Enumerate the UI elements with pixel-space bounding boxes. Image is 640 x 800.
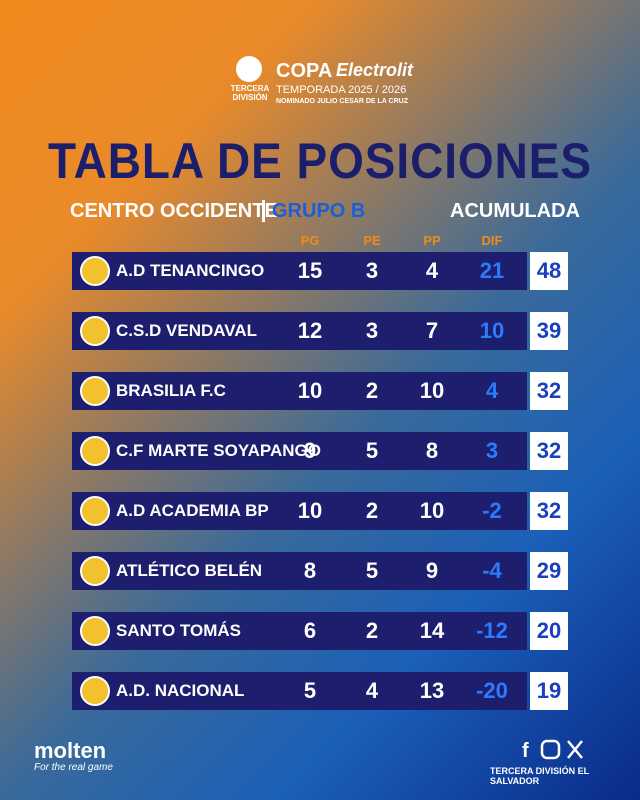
team-badge [80, 676, 110, 706]
org: TERCERA DIVISIÓN EL SALVADOR [490, 766, 590, 786]
stat: 10 [419, 378, 445, 403]
sponsor: Electrolit [336, 60, 414, 80]
row-bar [72, 672, 527, 710]
row-bar [72, 312, 527, 350]
tagline: For the real game [34, 762, 113, 773]
stat: 13 [419, 678, 445, 703]
team-name: A.D ACADEMIA BP [116, 501, 269, 520]
row-bar [72, 492, 527, 530]
stat: 2 [365, 498, 379, 523]
column-header: DIF [481, 233, 503, 248]
team-badge [80, 436, 110, 466]
team-name: ATLÉTICO BELÉN [116, 561, 263, 580]
row-bar [72, 432, 527, 470]
facebook-icon[interactable]: f [522, 740, 529, 762]
stat: 2 [365, 378, 379, 403]
logo-ball [236, 56, 262, 82]
team-badge [80, 556, 110, 586]
team-name: A.D. NACIONAL [116, 681, 245, 700]
row-bar [72, 612, 527, 650]
team-name: SANTO TOMÁS [116, 621, 241, 640]
team-badge [80, 256, 110, 286]
stat: 7 [425, 318, 439, 343]
team-name: C.F MARTE SOYAPANGO [116, 441, 321, 460]
stat: 8 [425, 438, 439, 463]
season: TEMPORADA 2025 / 2026 [276, 84, 407, 96]
goal-difference: 21 [479, 258, 505, 283]
row-bar [72, 252, 527, 290]
stat: 10 [297, 498, 323, 523]
column-header: PP [423, 233, 441, 248]
row-bar [72, 372, 527, 410]
goal-difference: 3 [485, 438, 499, 463]
mode: ACUMULADA [450, 200, 580, 222]
stat: 5 [365, 438, 379, 463]
team-name: C.S.D VENDAVAL [116, 321, 258, 340]
x-icon[interactable] [567, 740, 583, 759]
points: 19 [530, 672, 568, 710]
team-badge [80, 316, 110, 346]
brand: molten [34, 738, 107, 763]
stat: 5 [365, 558, 379, 583]
goal-difference: -20 [476, 678, 508, 703]
team-name: BRASILIA F.C [116, 381, 226, 400]
goal-difference: -4 [482, 558, 502, 583]
stat: 4 [365, 678, 379, 703]
points: 48 [530, 252, 568, 290]
stat: 10 [297, 378, 323, 403]
stat: 9 [425, 558, 439, 583]
stat: 9 [303, 438, 317, 463]
stat: 5 [303, 678, 317, 703]
stat: 14 [419, 618, 445, 643]
row-bar [72, 552, 527, 590]
column-header: PE [363, 233, 381, 248]
stat: 15 [297, 258, 323, 283]
points: 20 [530, 612, 568, 650]
stat: 6 [303, 618, 317, 643]
stat: 12 [297, 318, 323, 343]
zone: CENTRO OCCIDENTE [70, 200, 278, 222]
goal-difference: -2 [482, 498, 502, 523]
social-icons: f [522, 739, 583, 762]
team-name: A.D TENANCINGO [116, 261, 265, 280]
title: TABLA DE POSICIONES [48, 133, 592, 189]
instagram-icon[interactable] [540, 739, 561, 760]
goal-difference: -12 [476, 618, 508, 643]
points: 32 [530, 492, 568, 530]
group: GRUPO B [272, 200, 366, 222]
badge-text: TERCERA DIVISIÓN [230, 84, 270, 102]
stat: 10 [419, 498, 445, 523]
divider [262, 200, 265, 222]
points: 29 [530, 552, 568, 590]
stat: 3 [365, 318, 379, 343]
stat: 4 [425, 258, 439, 283]
stat: 8 [303, 558, 317, 583]
stat: 2 [365, 618, 379, 643]
goal-difference: 4 [485, 378, 499, 403]
team-badge [80, 496, 110, 526]
stat: 3 [365, 258, 379, 283]
copa: COPA [276, 60, 333, 82]
points: 32 [530, 432, 568, 470]
column-header: PG [300, 233, 320, 248]
nominee: NOMINADO JULIO CESAR DE LA CRUZ [276, 98, 408, 105]
goal-difference: 10 [479, 318, 505, 343]
team-badge [80, 376, 110, 406]
team-badge [80, 616, 110, 646]
points: 32 [530, 372, 568, 410]
points: 39 [530, 312, 568, 350]
